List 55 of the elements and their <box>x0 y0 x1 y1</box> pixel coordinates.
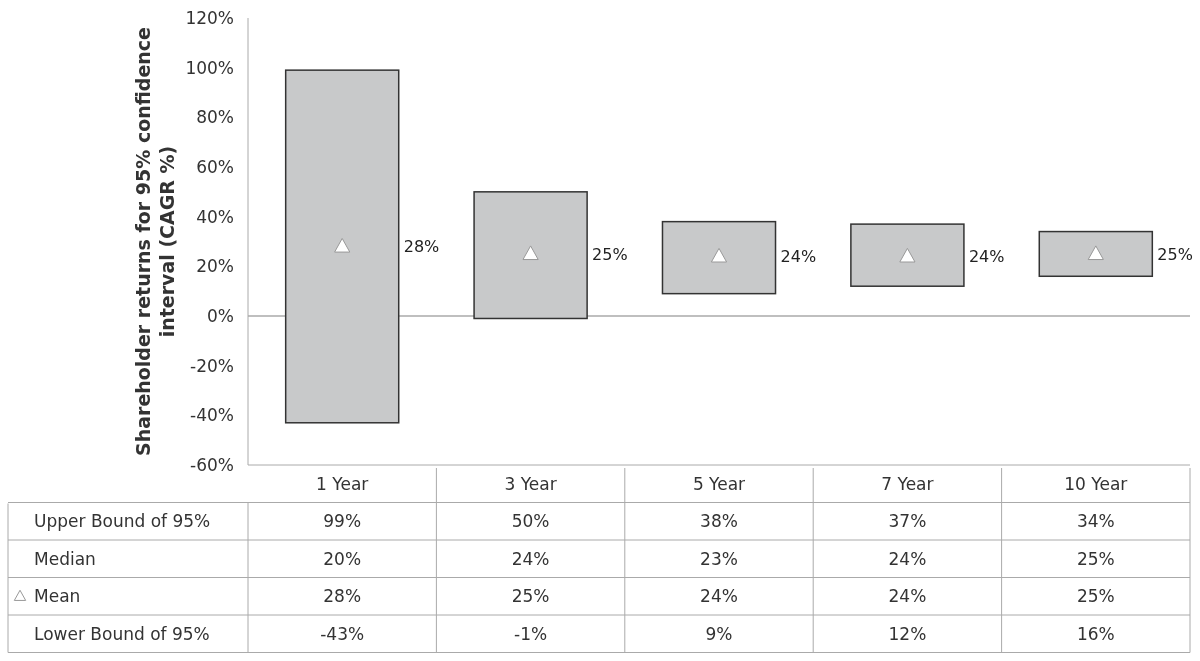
point <box>334 237 351 253</box>
y-tick-label: 40% <box>196 206 234 227</box>
point <box>1087 245 1104 261</box>
data-label: 28% <box>323 586 362 607</box>
x-tick-label: 5 Year <box>692 473 746 494</box>
text: 24% <box>780 247 817 267</box>
y-tick-label: -60% <box>190 454 234 475</box>
text: 25% <box>1076 548 1115 569</box>
text: 34% <box>1076 511 1115 532</box>
text: 20% <box>323 548 362 569</box>
y-tick-label: 60% <box>196 156 234 177</box>
text: 99% <box>323 511 362 532</box>
data-label: 25% <box>1076 586 1115 607</box>
bar <box>850 223 965 287</box>
bar <box>1038 230 1154 278</box>
text: 37% <box>888 511 927 532</box>
y-tick-label: 120% <box>185 7 234 28</box>
text: 25% <box>592 244 628 264</box>
y-tick-label: 20% <box>196 256 234 277</box>
text: 50% <box>511 511 550 532</box>
data-label: 24% <box>700 586 738 607</box>
text: Lower Bound of 95% <box>34 623 210 644</box>
y-tick-label: 80% <box>196 107 234 128</box>
y-tick-label: 100% <box>185 57 234 78</box>
x-tick-label: 10 Year <box>1064 473 1128 494</box>
data-label: 24% <box>888 586 927 607</box>
legend-label: Mean <box>34 586 81 607</box>
bar <box>661 220 777 295</box>
bar <box>284 69 400 424</box>
text: 16% <box>1076 623 1115 644</box>
text: Median <box>34 548 96 569</box>
text: 38% <box>700 511 738 532</box>
x-tick-label: 1 Year <box>316 473 369 494</box>
text: 24% <box>968 247 1005 267</box>
point <box>899 247 916 263</box>
text: 25% <box>1157 244 1193 264</box>
text: -43% <box>320 623 365 644</box>
text: Upper Bound of 95% <box>34 511 211 532</box>
text: 12% <box>888 623 927 644</box>
point <box>710 247 728 263</box>
y-tick-label: 0% <box>207 305 234 326</box>
text: 24% <box>888 548 927 569</box>
data-label: 25% <box>511 586 550 607</box>
text: 9% <box>705 623 733 644</box>
y-tick-label: -20% <box>190 355 234 376</box>
y-axis-title: Shareholder returns for 95% confidence interval (CAGR %) <box>132 26 178 457</box>
text: 24% <box>511 548 550 569</box>
x-tick-label: 3 Year <box>504 473 557 494</box>
y-tick-label: -40% <box>190 405 234 426</box>
text: -1% <box>514 623 548 644</box>
x-tick-label: 7 Year <box>881 473 934 494</box>
point <box>522 245 539 261</box>
bar <box>473 191 588 320</box>
text: 23% <box>700 548 738 569</box>
text: 28% <box>403 237 440 257</box>
